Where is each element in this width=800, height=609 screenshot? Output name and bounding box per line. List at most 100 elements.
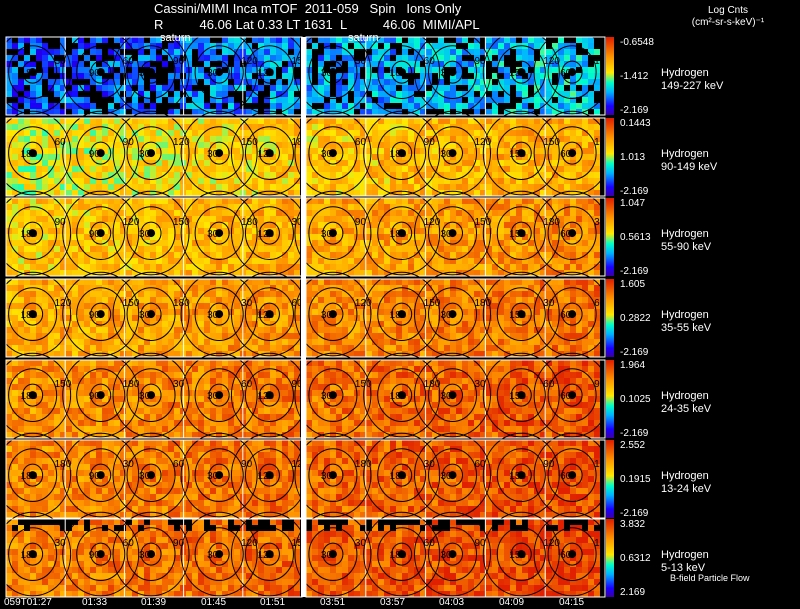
colorbar-segment [606, 43, 614, 44]
colorbar-segment [606, 227, 614, 228]
colorbar-segment [606, 83, 614, 84]
colorbar-segment [606, 527, 614, 528]
colorbar-segment [606, 407, 614, 408]
field-center-dot [448, 391, 457, 400]
contour-line [194, 126, 244, 181]
colorbar-segment [606, 253, 614, 254]
contour-line [547, 527, 597, 581]
contour-label: 30 [355, 56, 367, 67]
colorbar-segment [606, 51, 614, 52]
colorbar-segment [606, 241, 614, 242]
row-energy-label: 35-55 keV [661, 322, 712, 334]
colorbar-segment [606, 144, 614, 145]
colorbar-segment [606, 516, 614, 517]
colorbar-segment [606, 353, 614, 354]
contour-label: 120 [257, 391, 274, 402]
contour-label: 180 [123, 379, 140, 390]
colorbar-segment [606, 484, 614, 485]
field-center-dot [517, 229, 526, 238]
colorbar-segment [606, 369, 614, 370]
colorbar-mid-label: 0.2822 [620, 313, 651, 324]
colorbar-segment [606, 237, 614, 238]
colorbar-segment [606, 49, 614, 50]
contour-label: 150 [509, 550, 526, 561]
colorbar-segment [606, 534, 614, 535]
contour-label: 90 [89, 391, 101, 402]
colorbar-segment [606, 176, 614, 177]
colorbar-segment [606, 409, 614, 410]
colorbar-segment [606, 490, 614, 491]
colorbar-segment [606, 375, 614, 376]
contour-line [561, 60, 583, 84]
colorbar-segment [606, 377, 614, 378]
contour-label: 180 [390, 471, 407, 482]
colorbar-segment [606, 381, 614, 382]
colorbar-segment [606, 563, 614, 564]
time-tick-7: 04:03 [439, 597, 465, 608]
colorbar-segment [606, 180, 614, 181]
contour-label: 180 [21, 68, 38, 79]
colorbar-segment [606, 181, 614, 182]
contour-label: 30 [321, 550, 333, 561]
colorbar-segment [606, 522, 614, 523]
colorbar-segment [606, 553, 614, 554]
contour-line [180, 190, 258, 276]
contour-line [391, 302, 413, 326]
contour-line [482, 432, 560, 518]
colorbar-segment [606, 110, 614, 111]
contour-label: 180 [475, 298, 492, 309]
colorbar-segment [606, 568, 614, 569]
contour-line [244, 206, 294, 261]
colorbar-segment [606, 532, 614, 533]
colorbar-segment [606, 572, 614, 573]
time-tick-4: 01:51 [260, 597, 286, 608]
contour-line [0, 190, 72, 276]
colorbar-segment [606, 592, 614, 593]
colorbar-segment [606, 424, 614, 425]
contour-line [391, 221, 413, 245]
colorbar-segment [606, 134, 614, 135]
colorbar-segment [606, 538, 614, 539]
contour-line [126, 206, 176, 261]
colorbar-segment [606, 291, 614, 292]
contour-line [22, 463, 44, 487]
colorbar-segment [606, 93, 614, 94]
contour-label: 30 [207, 149, 219, 160]
colorbar-segment [606, 74, 614, 75]
contour-line [22, 221, 44, 245]
colorbar-segment [606, 112, 614, 113]
colorbar-segment [606, 584, 614, 585]
contour-line [140, 141, 162, 165]
colorbar-segment [606, 430, 614, 431]
field-center-dot [215, 391, 224, 400]
contour-label: 30 [475, 379, 487, 390]
field-center-dot [328, 471, 337, 480]
colorbar-segment [606, 472, 614, 473]
contour-label: 150 [594, 56, 611, 67]
contour-line [208, 141, 230, 165]
contour-line [180, 432, 258, 518]
contour-label: 60 [560, 550, 572, 561]
colorbar-segment [606, 86, 614, 87]
contour-line [391, 542, 413, 566]
colorbar-segment [606, 469, 614, 470]
colorbar-segment [606, 67, 614, 68]
contour-label: 150 [509, 391, 526, 402]
contour-label: 90 [89, 310, 101, 321]
contour-label: 30 [441, 391, 453, 402]
contour-line [244, 448, 294, 503]
contour-line [510, 463, 532, 487]
contour-line [8, 448, 58, 503]
colorbar-mid-label: 0.1915 [620, 474, 651, 485]
colorbar-segment [606, 360, 614, 361]
contour-label: 30 [207, 471, 219, 482]
contour-label: 60 [560, 391, 572, 402]
field-center-dot [568, 68, 577, 77]
contour-label: 180 [21, 550, 38, 561]
colorbar-segment [606, 574, 614, 575]
field-center-dot [28, 149, 37, 158]
colorbar-segment [606, 570, 614, 571]
colorbar-segment [606, 224, 614, 225]
contour-label: 150 [509, 471, 526, 482]
contour-line [414, 432, 492, 518]
